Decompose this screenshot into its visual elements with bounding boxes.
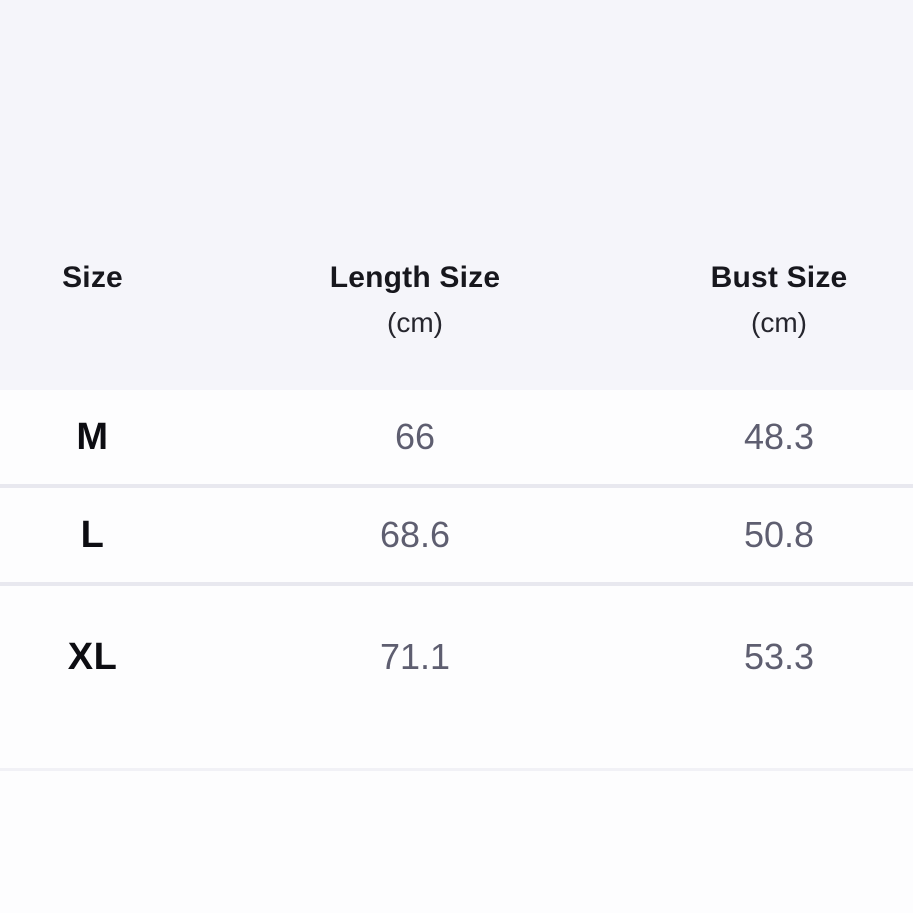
column-header-length: Length Size (cm) (185, 256, 645, 390)
column-label: Size (62, 261, 123, 294)
row-divider (0, 484, 913, 488)
length-cell: 71.1 (379, 636, 451, 677)
column-header-bust: Bust Size (cm) (645, 256, 913, 390)
size-chart-header-row: Size Length Size (cm) Bust Size (cm) (0, 0, 913, 390)
table-row-l: L 68.6 50.8 (0, 488, 913, 582)
length-cell: 68.6 (379, 514, 451, 555)
length-cell: 66 (394, 416, 436, 457)
bottom-whitespace (0, 771, 913, 913)
column-unit: (cm) (751, 307, 807, 338)
column-label: Bust Size (710, 261, 848, 294)
row-divider (0, 582, 913, 586)
size-cell: M (76, 416, 109, 458)
bust-cell: 53.3 (743, 636, 815, 677)
table-row-m: M 66 48.3 (0, 390, 913, 484)
bust-cell: 50.8 (743, 514, 815, 555)
table-bottom-divider (0, 768, 913, 771)
size-cell: XL (67, 636, 118, 678)
table-row-xl: XL 71.1 53.3 (0, 586, 913, 768)
column-unit: (cm) (387, 307, 443, 338)
size-cell: L (80, 514, 105, 556)
column-header-size: Size (0, 256, 185, 390)
bust-cell: 48.3 (743, 416, 815, 457)
column-label: Length Size (329, 261, 501, 294)
